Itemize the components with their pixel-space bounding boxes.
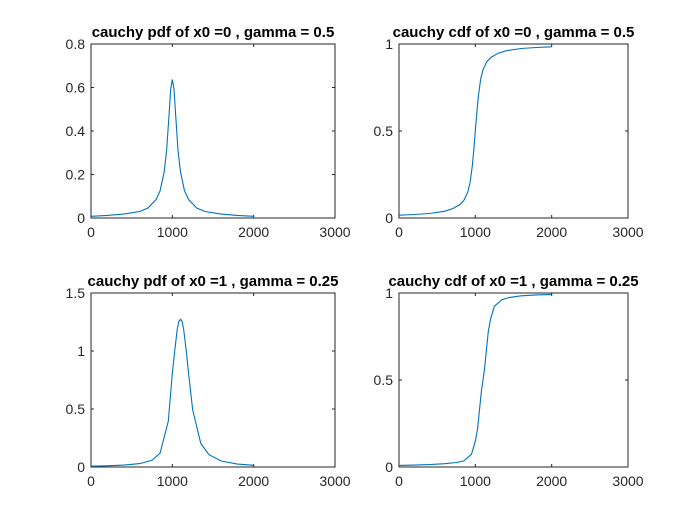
axes-frame (90, 43, 336, 219)
axes-frame (398, 43, 629, 219)
x-tick-label: 1000 (157, 473, 188, 489)
x-tick-label: 1000 (460, 473, 491, 489)
y-tick-label: 0.8 (66, 36, 86, 52)
series-line (399, 46, 552, 216)
y-tick-label: 0.6 (66, 80, 86, 96)
y-tick-label: 0.5 (66, 401, 86, 417)
y-tick-label: 0.4 (66, 123, 86, 139)
x-tick-label: 3000 (612, 224, 643, 240)
x-tick-label: 2000 (536, 473, 567, 489)
x-tick-label: 1000 (157, 224, 188, 240)
y-tick-label: 1.5 (66, 285, 86, 301)
axes-frame (398, 292, 629, 468)
series-line (91, 79, 254, 217)
y-tick-label: 0 (77, 210, 85, 226)
x-tick-label: 0 (395, 473, 403, 489)
chart-title: cauchy pdf of x0 =0 , gamma = 0.5 (92, 24, 335, 41)
y-tick-label: 0.2 (66, 167, 86, 183)
subplot-4: cauchy cdf of x0 =1 , gamma = 0.25 0 1000 2… (374, 273, 644, 489)
chart-title: cauchy cdf of x0 =1 , gamma = 0.25 (388, 273, 638, 290)
subplot-3: cauchy pdf of x0 =1 , gamma = 0.25 0 1000 2… (66, 273, 351, 489)
subplot-1: cauchy pdf of x0 =0 , gamma = 0.5 0 1000 20… (66, 24, 351, 240)
chart-title: cauchy cdf of x0 =0 , gamma = 0.5 (393, 24, 635, 41)
x-tick-label: 2000 (238, 224, 269, 240)
x-tick-label: 0 (87, 224, 95, 240)
axes-frame (90, 292, 336, 468)
chart-title: cauchy pdf of x0 =1 , gamma = 0.25 (88, 273, 339, 290)
y-tick-label: 1 (385, 36, 393, 52)
y-tick-label: 1 (77, 343, 85, 359)
series-line (91, 318, 254, 467)
y-tick-label: 0 (385, 210, 393, 226)
subplot-2: cauchy cdf of x0 =0 , gamma = 0.5 0 1000 20… (374, 24, 644, 240)
x-tick-label: 1000 (460, 224, 491, 240)
x-tick-label: 0 (395, 224, 403, 240)
y-tick-label: 0 (385, 459, 393, 475)
x-tick-label: 0 (87, 473, 95, 489)
y-tick-label: 1 (385, 285, 393, 301)
x-tick-label: 3000 (319, 473, 350, 489)
y-tick-label: 0.5 (374, 123, 394, 139)
x-tick-label: 3000 (612, 473, 643, 489)
x-tick-label: 3000 (319, 224, 350, 240)
x-tick-label: 2000 (536, 224, 567, 240)
series-line (399, 293, 552, 466)
y-tick-label: 0.5 (374, 372, 394, 388)
y-tick-label: 0 (77, 459, 85, 475)
x-tick-label: 2000 (238, 473, 269, 489)
